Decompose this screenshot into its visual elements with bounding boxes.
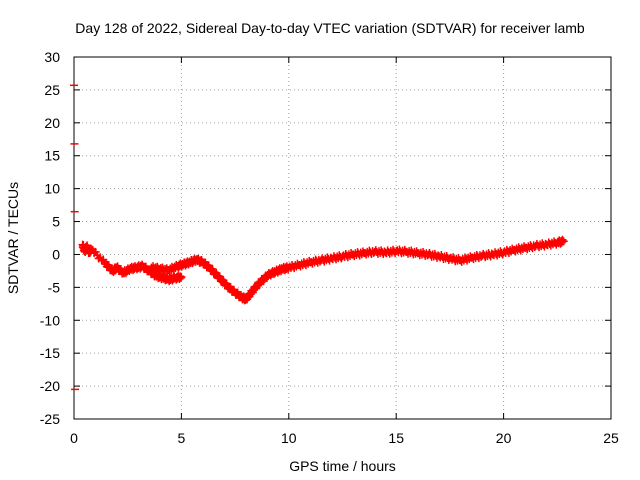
x-tick-label: 15 xyxy=(388,430,404,446)
x-tick-label: 5 xyxy=(178,430,186,446)
y-tick-label: 15 xyxy=(44,148,60,164)
data-point xyxy=(177,272,186,281)
y-tick-label: -10 xyxy=(40,312,60,328)
x-tick-label: 0 xyxy=(70,430,78,446)
data-point xyxy=(559,237,568,246)
axis-ticks: 0 5 10 15 20 25 -25 -20 -15 -10 -5 0 5 10 15 20 25 30 xyxy=(40,49,619,446)
y-tick-label: 5 xyxy=(52,214,60,230)
y-tick-label: 0 xyxy=(52,246,60,262)
x-axis-label: GPS time / hours xyxy=(289,458,396,474)
data-series-sdtvar xyxy=(70,84,568,391)
y-axis-label: SDTVAR / TECUs xyxy=(5,182,21,294)
x-tick-label: 20 xyxy=(496,430,512,446)
y-tick-label: 30 xyxy=(44,49,60,65)
y-tick-label: -5 xyxy=(48,279,61,295)
y-tick-label: 20 xyxy=(44,115,60,131)
y-tick-label: -15 xyxy=(40,345,60,361)
y-tick-label: 25 xyxy=(44,82,60,98)
y-tick-label: -20 xyxy=(40,378,60,394)
x-tick-label: 25 xyxy=(603,430,619,446)
chart-title: Day 128 of 2022, Sidereal Day-to-day VTE… xyxy=(75,20,585,36)
plot-frame xyxy=(73,56,612,420)
y-tick-label: 10 xyxy=(44,181,60,197)
grid-lines xyxy=(74,57,611,419)
x-tick-label: 10 xyxy=(281,430,297,446)
y-tick-label: -25 xyxy=(40,411,60,427)
